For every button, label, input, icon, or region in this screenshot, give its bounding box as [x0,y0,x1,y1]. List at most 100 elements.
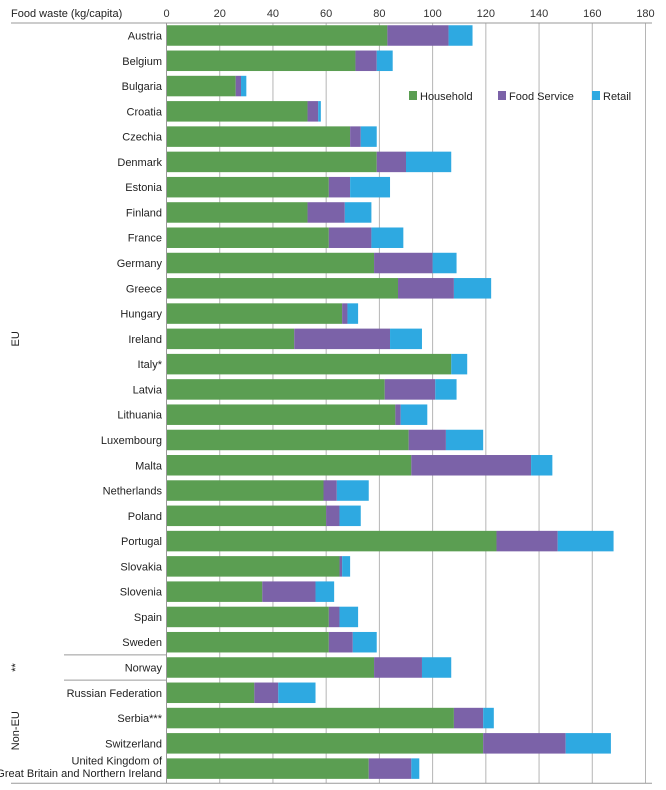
bar-household [166,455,412,476]
legend-label: Retail [603,91,631,103]
x-axis-title: Food waste (kg/capita) [11,8,122,20]
category-label: Serbia*** [117,713,162,725]
bar-food-service [398,278,454,299]
group-label: EU [10,331,22,346]
bar-household [166,101,308,122]
bar-household [166,126,351,147]
x-tick-labels: 0 20 40 60 80 100 120 140 160 180 [163,8,654,20]
category-labels: Austria Belgium Bulgaria Croatia Czechia Denm… [0,31,163,781]
bar-retail [411,758,420,779]
legend-swatch-household [409,91,417,100]
bar-household [166,404,396,425]
bar-household [166,556,340,577]
bar-retail [360,126,377,147]
bar-retail [278,682,316,704]
category-label: Great Britain and Northern Ireland [0,768,162,780]
bar-retail [445,429,484,451]
bar-retail [339,505,361,527]
group-label: ** [10,663,22,672]
category-label: Portugal [121,536,162,548]
bar-retail [406,151,452,173]
bar-retail [448,25,473,46]
bar-retail [371,227,404,248]
bar-retail [432,252,457,274]
legend-label: Household [420,91,473,103]
bar-retail [453,278,492,299]
bar-retail [241,75,247,97]
bar-food-service [294,328,391,350]
category-label: Denmark [117,157,162,169]
x-tick-label: 60 [320,8,332,20]
bar-household [166,581,263,602]
bar-food-service [328,176,351,198]
bar-household [166,252,375,274]
bar-household [166,50,356,72]
category-label: Luxembourg [101,435,162,447]
bars [166,25,614,779]
bar-retail [347,303,359,324]
bar-retail [531,455,553,476]
bar-food-service [355,50,377,72]
bar-retail [483,707,494,729]
category-label: Croatia [127,106,163,118]
category-label: Malta [135,460,163,472]
bar-household [166,353,452,375]
bar-food-service [328,606,340,628]
bar-retail [344,202,372,223]
bar-food-service [453,707,484,729]
x-tick-label: 80 [373,8,385,20]
legend-swatch-food-service [498,91,506,100]
x-tick-label: 100 [423,8,441,20]
bar-retail [315,581,335,602]
bar-retail [352,631,377,653]
bar-food-service [374,657,422,678]
x-tick-label: 20 [214,8,226,20]
category-label: Bulgaria [122,81,163,93]
bar-household [166,733,484,754]
category-label: Hungary [120,309,162,321]
bar-household [166,25,388,46]
legend-label: Food Service [509,91,574,103]
category-label: Switzerland [105,738,162,750]
bar-retail [565,733,611,754]
category-label: Poland [128,511,162,523]
category-label: Russian Federation [67,688,162,700]
bar-food-service [262,581,316,602]
bar-retail [451,353,468,375]
bar-food-service [328,227,372,248]
bar-household [166,176,329,198]
bar-household [166,151,377,173]
bar-food-service [496,530,558,552]
bar-household [166,328,295,350]
gridlines [219,23,646,784]
bar-food-service [307,202,345,223]
bar-food-service [384,379,436,400]
axes: Food waste (kg/capita) [11,8,652,784]
bar-food-service [326,505,340,527]
bar-food-service [411,455,532,476]
category-label: Ireland [128,334,162,346]
x-tick-label: 180 [636,8,654,20]
bar-retail [435,379,457,400]
bar-food-service [328,631,353,653]
bar-retail [557,530,614,552]
category-label: United Kingdom of [72,756,163,768]
bar-household [166,379,385,400]
bar-retail [421,657,452,678]
category-label: Lithuania [117,410,163,422]
x-tick-label: 140 [530,8,548,20]
category-label: Netherlands [103,486,163,498]
bar-food-service [374,252,433,274]
bar-food-service [254,682,279,704]
x-tick-label: 160 [583,8,601,20]
bar-food-service [483,733,566,754]
bar-household [166,682,255,704]
bar-food-service [368,758,412,779]
group-labels: EU ** Non-EU [10,331,167,750]
group-label: Non-EU [10,711,22,750]
bar-household [166,505,327,527]
bar-household [166,707,454,729]
bar-household [166,202,308,223]
category-label: Italy* [138,359,163,371]
bar-food-service [408,429,446,451]
